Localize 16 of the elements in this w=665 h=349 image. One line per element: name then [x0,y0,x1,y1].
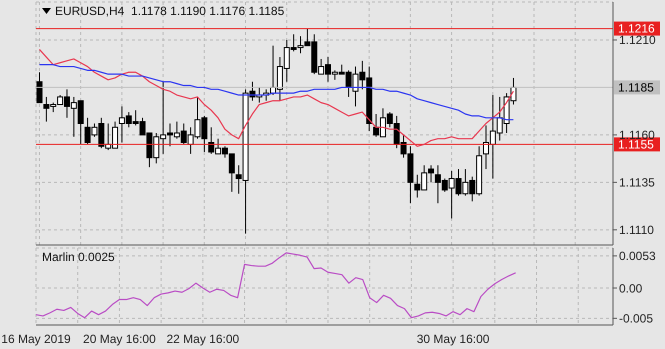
y-tick-label: 0.00 [619,281,643,296]
x-tick-label: 22 May 16:00 [166,332,240,346]
y-tick-label: 1.1110 [619,223,654,238]
y-tick-label: 1.1210 [619,33,656,48]
y-tick-label: -0.005 [619,312,654,326]
chart-title: Marlin 0.0025 [42,250,115,264]
candlestick [36,72,42,104]
ref-line-label: 1.1216 [618,22,656,36]
y-tick-label: 0.0053 [619,249,656,264]
y-tick-label: 1.1135 [619,176,656,190]
line-series [35,252,516,318]
x-tick-label: 20 May 16:00 [83,332,156,346]
x-tick-label: 30 May 16:00 [416,332,490,346]
ref-line-label: 1.1185 [618,80,654,94]
chart-title: EURUSD,H4 1.1178 1.1190 1.1176 1.1185 [55,4,284,18]
x-tick-label: 16 May 2019 [1,332,72,346]
